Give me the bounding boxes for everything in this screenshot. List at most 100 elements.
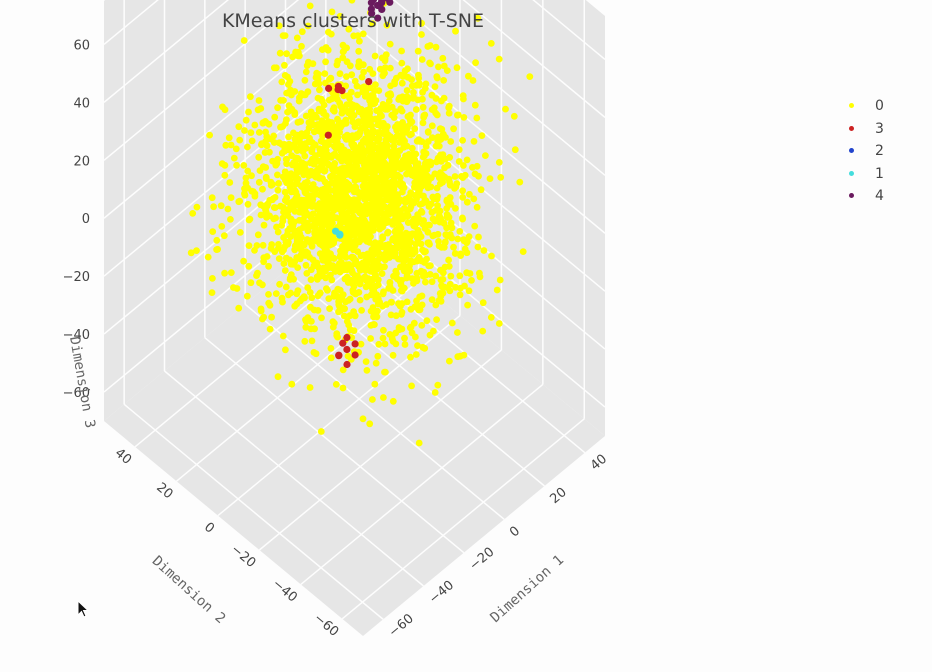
- data-point-series-0: [222, 141, 230, 149]
- data-point-series-0: [441, 283, 448, 291]
- data-point-series-0: [418, 56, 426, 63]
- data-point-series-0: [294, 48, 302, 56]
- y-tick-label: −20: [228, 542, 259, 571]
- data-point-series-0: [288, 152, 296, 160]
- data-point-series-0: [362, 88, 370, 96]
- data-point-series-0: [363, 107, 371, 114]
- legend-item-2[interactable]: 2: [843, 140, 884, 163]
- legend-item-3[interactable]: 3: [843, 118, 884, 141]
- data-point-series-0: [304, 227, 312, 235]
- data-point-series-0: [347, 262, 355, 270]
- data-point-series-0: [367, 267, 375, 275]
- data-point-series-0: [391, 190, 398, 198]
- data-point-series-0: [388, 103, 396, 111]
- data-point-series-0: [350, 185, 358, 193]
- data-point-series-0: [421, 259, 428, 266]
- data-point-series-0: [303, 129, 311, 136]
- data-point-series-0: [427, 200, 435, 208]
- data-point-series-0: [433, 158, 440, 166]
- data-point-series-0: [354, 276, 362, 284]
- data-point-series-0: [452, 205, 459, 212]
- x-tick-label: −40: [426, 578, 457, 607]
- data-point-series-0: [447, 200, 455, 208]
- data-point-series-0: [209, 228, 217, 236]
- data-point-series-0: [294, 131, 301, 139]
- data-point-series-0: [397, 224, 405, 232]
- data-point-series-0: [495, 320, 503, 327]
- data-point-series-0: [350, 168, 358, 176]
- data-point-series-0: [464, 301, 471, 309]
- data-point-series-0: [389, 148, 396, 156]
- grid-line: [103, 17, 347, 219]
- data-point-series-0: [388, 244, 396, 252]
- data-point-series-0: [259, 241, 267, 249]
- x-tick-label: −60: [386, 611, 417, 640]
- data-point-series-0: [366, 204, 374, 212]
- data-point-series-0: [352, 216, 360, 224]
- legend-item-1[interactable]: 1: [843, 163, 884, 186]
- data-point-series-0: [336, 12, 344, 20]
- data-point-series-0: [460, 236, 467, 244]
- data-point-series-0: [327, 271, 334, 279]
- data-point-series-0: [376, 224, 383, 231]
- grid-line: [300, 383, 544, 585]
- data-point-series-0: [347, 100, 355, 108]
- data-point-series-3: [338, 87, 346, 95]
- z-tick-label: 0: [82, 212, 90, 227]
- data-point-series-0: [359, 30, 367, 38]
- data-point-series-0: [302, 318, 310, 325]
- data-point-series-0: [420, 272, 427, 280]
- data-point-series-0: [372, 218, 380, 225]
- data-point-series-0: [384, 229, 391, 237]
- data-point-series-0: [233, 285, 241, 292]
- data-point-series-0: [233, 161, 241, 169]
- data-point-series-0: [440, 219, 448, 227]
- legend-label: 4: [875, 188, 884, 205]
- data-point-series-0: [510, 112, 518, 120]
- data-point-series-0: [303, 202, 311, 210]
- data-point-series-0: [308, 337, 316, 345]
- data-point-series-0: [385, 163, 393, 171]
- data-point-series-0: [371, 321, 378, 328]
- data-point-series-0: [265, 291, 272, 298]
- data-point-series-0: [270, 139, 278, 146]
- data-point-series-0: [376, 255, 383, 262]
- data-point-series-0: [488, 252, 495, 260]
- data-point-series-0: [213, 236, 221, 244]
- data-point-series-0: [309, 210, 317, 218]
- data-point-series-0: [314, 307, 322, 314]
- data-point-series-0: [366, 182, 373, 190]
- data-point-series-0: [350, 308, 357, 315]
- data-point-series-0: [287, 225, 295, 233]
- data-point-series-0: [327, 179, 335, 187]
- data-point-series-0: [339, 48, 347, 56]
- data-point-series-0: [364, 161, 372, 168]
- data-point-series-0: [379, 168, 387, 176]
- data-point-series-0: [355, 47, 363, 55]
- data-point-series-0: [339, 105, 346, 113]
- legend-marker-icon: [843, 100, 859, 112]
- data-point-series-0: [447, 272, 455, 280]
- data-point-series-0: [468, 277, 475, 284]
- floor-plane: [104, 221, 605, 636]
- data-point-series-3: [339, 339, 347, 347]
- data-point-series-0: [419, 153, 427, 161]
- data-point-series-0: [270, 64, 278, 72]
- data-point-series-0: [210, 203, 218, 211]
- data-point-series-0: [473, 203, 481, 211]
- data-point-series-0: [306, 384, 314, 391]
- data-point-series-0: [297, 251, 305, 259]
- data-point-series-0: [267, 178, 275, 186]
- data-point-series-0: [516, 178, 524, 186]
- data-point-series-0: [438, 97, 445, 105]
- data-point-series-0: [448, 319, 456, 327]
- data-point-series-0: [313, 273, 321, 281]
- y-tick-label: 40: [112, 446, 134, 468]
- grid-line: [103, 0, 300, 161]
- data-point-series-0: [305, 58, 312, 66]
- legend-item-0[interactable]: 0: [843, 95, 884, 118]
- legend-item-4[interactable]: 4: [843, 185, 884, 208]
- data-point-series-0: [430, 104, 438, 112]
- data-point-series-0: [423, 181, 430, 189]
